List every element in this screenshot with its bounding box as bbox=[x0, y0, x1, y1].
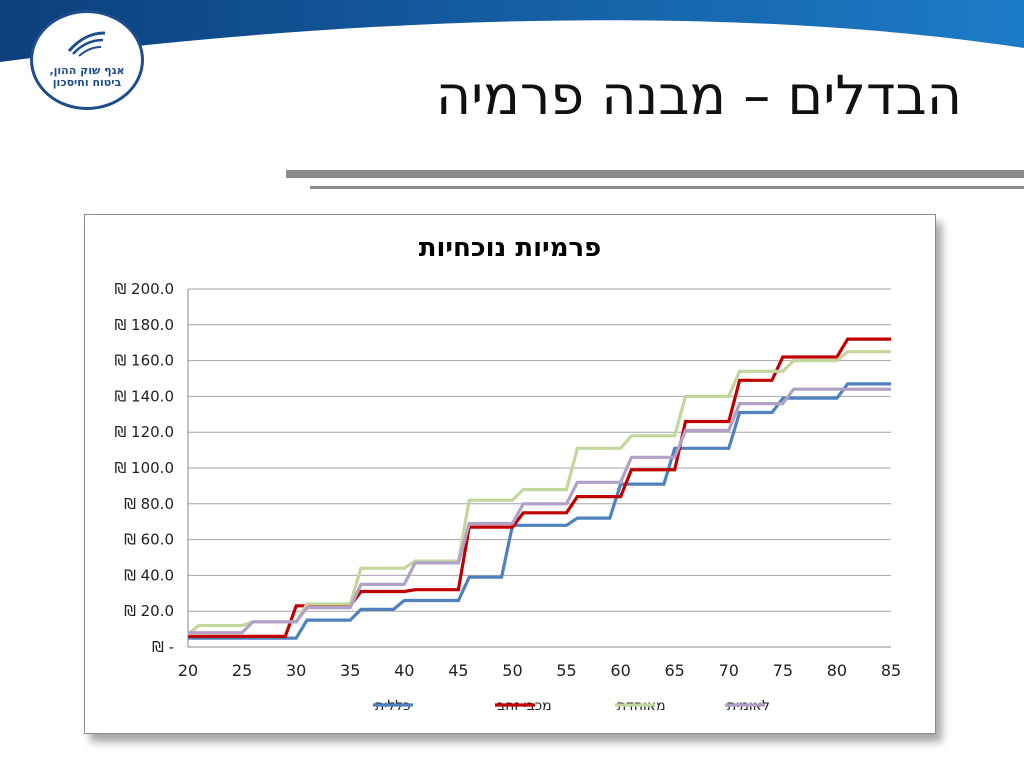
y-tick-label: ₪ 40.0 bbox=[124, 566, 174, 584]
y-tick-label: ₪ 20.0 bbox=[124, 602, 174, 620]
logo-line-1: אגף שוק ההון, bbox=[49, 64, 125, 77]
sail-icon bbox=[67, 31, 106, 57]
x-tick-label: 45 bbox=[448, 661, 468, 680]
x-tick-label: 40 bbox=[394, 661, 414, 680]
x-tick-label: 35 bbox=[340, 661, 360, 680]
x-tick-label: 25 bbox=[232, 661, 252, 680]
x-tick-label: 75 bbox=[773, 661, 793, 680]
y-tick-label: ₪ 100.0 bbox=[115, 459, 174, 477]
y-tick-label: ₪ - bbox=[152, 638, 174, 656]
series-line bbox=[188, 382, 891, 640]
series-line bbox=[186, 350, 891, 636]
y-tick-label: ₪ 60.0 bbox=[124, 531, 174, 549]
x-tick-label: 30 bbox=[286, 661, 306, 680]
logo-line-2: ביטוח וחיסכון bbox=[52, 76, 122, 89]
divider-thick bbox=[286, 170, 1024, 178]
x-tick-label: 65 bbox=[665, 661, 685, 680]
page-title: הבדלים – מבנה פרמיה bbox=[435, 64, 962, 127]
y-tick-label: ₪ 180.0 bbox=[115, 316, 174, 334]
y-tick-label: ₪ 80.0 bbox=[124, 495, 174, 513]
chart-title: פרמיות נוכחיות bbox=[418, 233, 602, 263]
y-tick-label: ₪ 200.0 bbox=[115, 280, 174, 298]
x-tick-label: 70 bbox=[719, 661, 739, 680]
line-chart: ₪ - ₪ 20.0 ₪ 40.0 ₪ 60.0 ₪ 80.0 ₪ 100.0 ₪ 120.… bbox=[115, 280, 902, 714]
x-tick-label: 20 bbox=[178, 661, 198, 680]
x-tick-label: 55 bbox=[556, 661, 576, 680]
divider-thin bbox=[310, 186, 1024, 189]
chart-container: פרמיות נוכחיות ₪ - ₪ 20.0 ₪ 40.0 ₪ 60.0 ₪ 80… bbox=[84, 214, 936, 734]
header-band bbox=[0, 0, 1024, 62]
series-line bbox=[188, 337, 891, 638]
series-line bbox=[188, 387, 891, 635]
y-tick-label: ₪ 120.0 bbox=[115, 423, 174, 441]
x-tick-label: 60 bbox=[610, 661, 630, 680]
y-tick-label: ₪ 160.0 bbox=[115, 352, 174, 370]
x-tick-label: 80 bbox=[827, 661, 847, 680]
x-tick-label: 85 bbox=[881, 661, 901, 680]
logo: אגף שוק ההון, ביטוח וחיסכון bbox=[30, 10, 144, 110]
y-tick-label: ₪ 140.0 bbox=[115, 387, 174, 405]
x-tick-label: 50 bbox=[502, 661, 522, 680]
